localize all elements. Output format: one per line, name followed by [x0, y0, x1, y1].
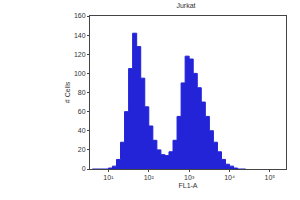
svg-text:10³: 10³	[184, 174, 195, 181]
svg-text:20: 20	[78, 146, 86, 153]
svg-text:Jurkat: Jurkat	[176, 2, 195, 9]
svg-text:10²: 10²	[144, 174, 155, 181]
svg-text:10⁵: 10⁵	[265, 174, 276, 181]
svg-text:FL1-A: FL1-A	[178, 182, 197, 189]
svg-text:140: 140	[74, 32, 86, 39]
svg-text:0: 0	[82, 165, 86, 172]
svg-text:10⁴: 10⁴	[224, 174, 235, 181]
svg-text:160: 160	[74, 12, 86, 19]
svg-text:40: 40	[78, 127, 86, 134]
svg-text:10¹: 10¹	[103, 174, 114, 181]
svg-text:# Cells: # Cells	[64, 81, 71, 103]
svg-text:100: 100	[74, 70, 86, 77]
svg-text:60: 60	[78, 108, 86, 115]
svg-text:120: 120	[74, 51, 86, 58]
svg-text:80: 80	[78, 89, 86, 96]
